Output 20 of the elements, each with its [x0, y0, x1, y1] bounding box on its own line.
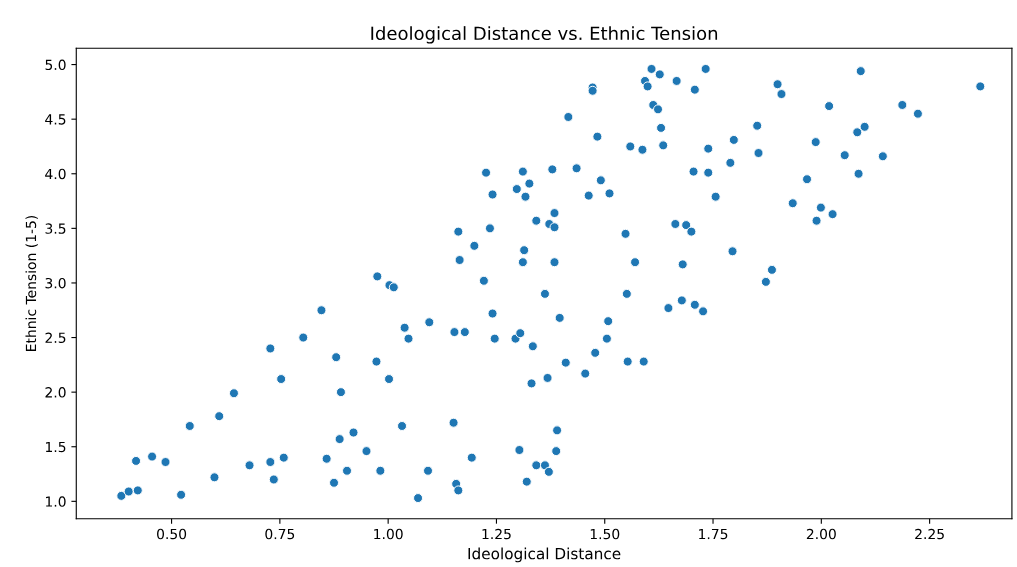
y-tick-label: 5.0 [45, 59, 66, 71]
x-tick-label: 1.50 [590, 528, 620, 540]
y-tick-label: 4.5 [45, 114, 66, 125]
x-tick-label: 2.25 [915, 528, 944, 540]
y-tick-label: 2.0 [45, 387, 66, 398]
x-tick-label: 2.00 [806, 528, 836, 540]
y-tick-label: 2.5 [45, 332, 66, 344]
x-tick-label: 1.75 [699, 528, 728, 540]
x-tick-label: 1.00 [374, 528, 403, 540]
y-tick-label: 1.0 [45, 496, 66, 507]
x-tick-label: 0.50 [157, 528, 187, 540]
x-tick-label: 1.25 [482, 528, 511, 540]
x-tick-label: 0.75 [265, 528, 295, 540]
y-tick-label: 3.0 [45, 277, 66, 289]
chart-title: Ideological Distance vs. Ethnic Tension [371, 26, 718, 44]
y-tick-label: 1.5 [45, 441, 66, 453]
x-axis-title: Ideological Distance [468, 547, 621, 563]
y-tick-label: 4.0 [45, 168, 66, 180]
y-tick-label: 3.5 [45, 223, 66, 234]
y-axis-title: Ethnic Tension (1-5) [25, 215, 38, 351]
